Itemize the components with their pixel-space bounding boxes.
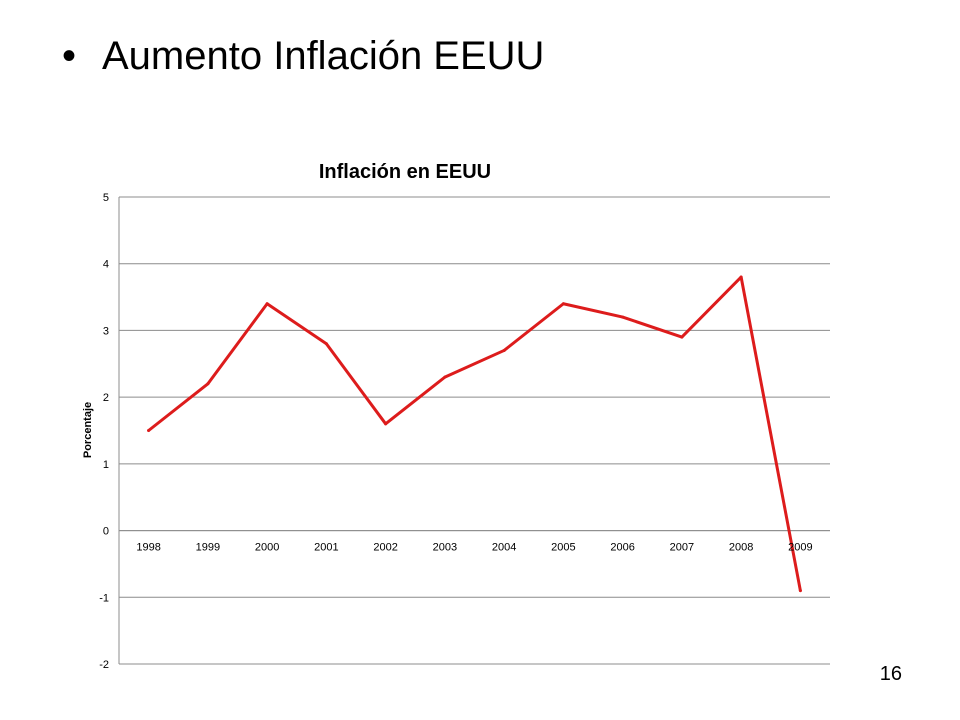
y-tick-label: 4	[103, 259, 109, 271]
x-tick-label: 1998	[136, 542, 160, 554]
x-tick-label: 1999	[196, 542, 220, 554]
x-tick-label: 2004	[492, 542, 516, 554]
x-tick-label: 2000	[255, 542, 279, 554]
data-point	[324, 342, 328, 346]
y-tick-label: 3	[103, 325, 109, 337]
chart-title: Inflación en EEUU	[319, 161, 491, 183]
x-tick-label: 2006	[610, 542, 634, 554]
y-tick-label: 5	[103, 192, 109, 204]
x-tick-label: 2003	[433, 542, 457, 554]
data-point	[739, 275, 743, 279]
x-tick-label: 2001	[314, 542, 338, 554]
x-tick-label: 2007	[670, 542, 694, 554]
series-layer	[147, 275, 802, 593]
y-tick-label: -1	[99, 592, 109, 604]
y-tick-label: 0	[103, 526, 109, 538]
x-tick-label: 2008	[729, 542, 753, 554]
page-number: 16	[879, 663, 902, 685]
data-point	[621, 315, 625, 319]
data-point	[265, 302, 269, 306]
axis-layer	[118, 197, 830, 664]
data-point	[798, 589, 802, 593]
y-tick-label: 2	[103, 392, 109, 404]
data-point	[147, 429, 151, 432]
data-point	[443, 375, 447, 379]
x-tick-label: 2002	[373, 542, 397, 554]
label-layer: -2 -1 0 1 2 3 4 5 1998 1999 2000 2001 2002 2003 2004 20…	[99, 192, 812, 671]
data-point	[502, 348, 506, 352]
bullet-dot: •	[62, 34, 77, 78]
x-tick-label: 2009	[788, 542, 812, 554]
x-tick-label: 2005	[551, 542, 575, 554]
data-point	[384, 422, 388, 426]
bullet-item: • Aumento Inflación EEUU	[62, 26, 544, 86]
slide-title: Aumento Inflación EEUU	[102, 34, 545, 78]
y-axis-label: Porcentaje	[82, 402, 94, 458]
data-point	[561, 302, 565, 306]
grid-layer	[119, 196, 830, 665]
series-line	[147, 275, 802, 593]
data-point	[680, 335, 684, 339]
data-point	[206, 382, 210, 386]
y-tick-label: -2	[99, 659, 109, 671]
y-tick-label: 1	[103, 459, 109, 471]
